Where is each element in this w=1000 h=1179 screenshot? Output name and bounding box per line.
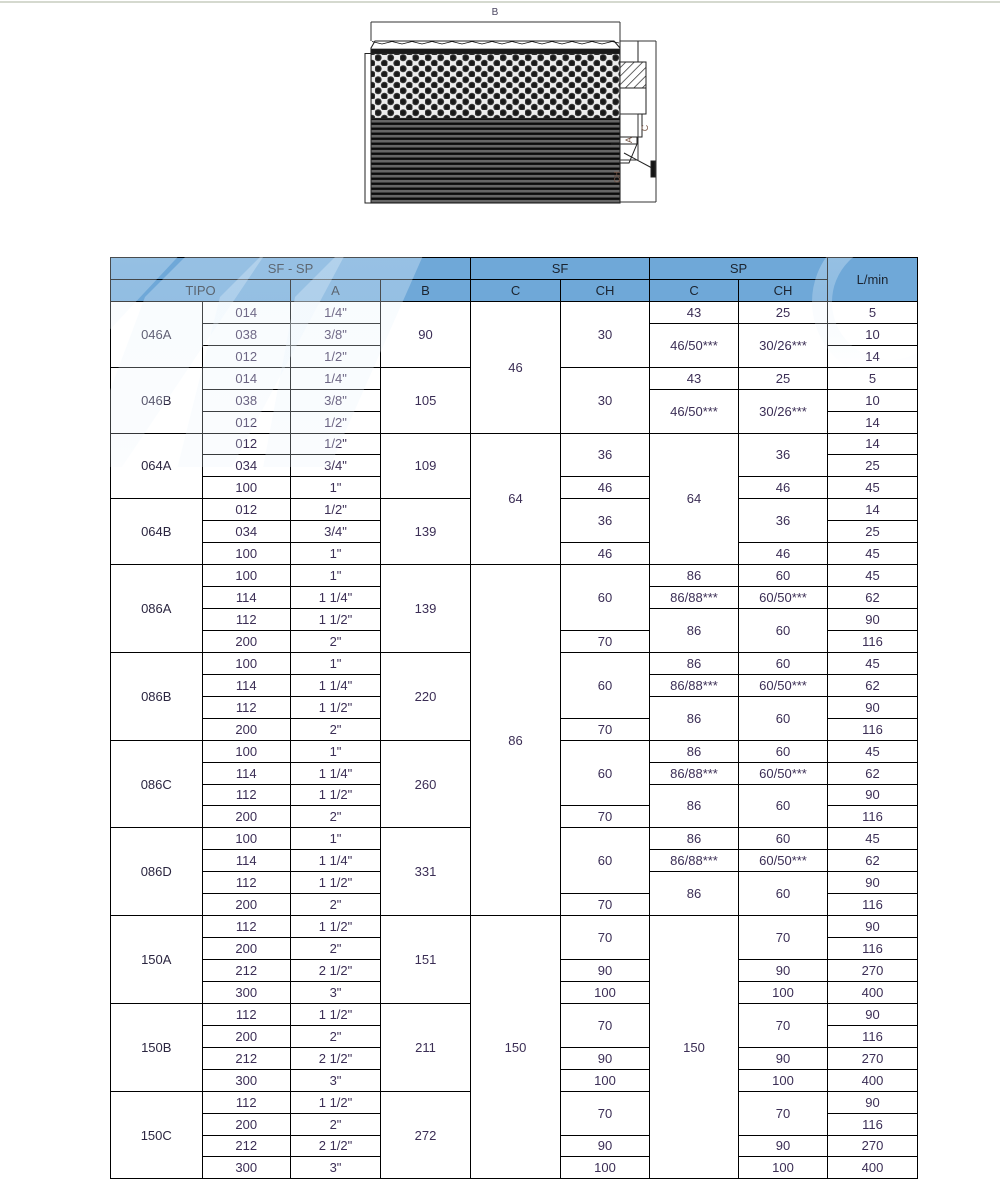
svg-text:CH: CH: [613, 171, 622, 183]
svg-text:A: A: [624, 137, 634, 143]
svg-text:B: B: [492, 7, 499, 18]
svg-text:C: C: [640, 124, 650, 131]
